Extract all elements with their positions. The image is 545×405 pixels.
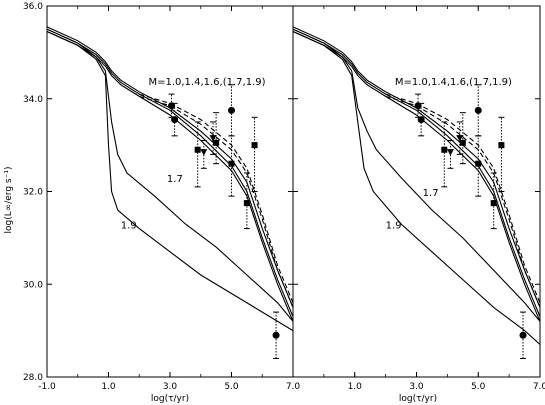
data-point-circle [168, 102, 176, 110]
x-tick-label: 3.0 [409, 382, 424, 392]
curve-annotation: M=1.0,1.4,1.6,(1.7,1.9) [148, 77, 265, 88]
y-tick-label: 30.0 [23, 280, 43, 290]
data-point-circle [171, 116, 179, 124]
data-point-square [251, 142, 258, 149]
series-line-3 [385, 93, 540, 304]
data-point-square [228, 160, 235, 167]
series-line-1-9 [293, 30, 540, 345]
data-point-circle [414, 102, 422, 110]
x-tick-label: 7.0 [286, 382, 301, 392]
series-group [47, 26, 293, 332]
series-line-1 [47, 28, 293, 317]
data-point-square [459, 139, 466, 146]
right-panel: 1.0 3.0 5.0 7.0 M=1.0,1.4,1.6,(1.7,1.9) 1.7 1.… [292, 5, 545, 392]
series-line-1-7 [293, 28, 540, 322]
series-line-1 [293, 28, 540, 317]
data-point-square [490, 200, 497, 207]
curve-annotation: 1.9 [386, 221, 402, 232]
curve-annotation: 1.9 [121, 221, 137, 232]
x-axis-title-left: log(τ/yr) [151, 394, 189, 404]
data-point-square [441, 146, 448, 153]
data-point-triangle [456, 135, 464, 142]
data-point-square [243, 200, 250, 207]
data-point-square [498, 142, 505, 149]
x-tick-label: 1.0 [101, 382, 116, 392]
data-point-square [194, 146, 201, 153]
series-line-4 [385, 95, 540, 308]
x-tick-label: 1.0 [348, 382, 363, 392]
data-point-circle [228, 106, 235, 114]
y-axis-title: log(L∞/erg s⁻¹) [4, 167, 14, 234]
series-line-4 [139, 95, 293, 308]
x-tick-label: -1.0 [38, 382, 56, 392]
x-tick-label: 7.0 [533, 382, 545, 392]
series-line-1-7 [47, 28, 293, 322]
series-group [293, 26, 540, 345]
y-tick-label: 28.0 [23, 373, 43, 383]
x-axis-title-right: log(τ/yr) [399, 394, 437, 404]
data-point-square [475, 160, 482, 167]
x-tick-label: 5.0 [224, 382, 239, 392]
data-point-circle [272, 331, 280, 339]
curve-annotation: 1.7 [167, 174, 183, 185]
curve-annotation: M=1.0,1.4,1.6,(1.7,1.9) [395, 77, 512, 88]
data-point-circle [417, 116, 425, 124]
x-tick-label: 3.0 [163, 382, 178, 392]
data-point-square [213, 139, 220, 146]
series-line-1-9 [47, 30, 293, 332]
data-point-triangle [209, 135, 217, 142]
data-point-circle [519, 331, 527, 339]
series-line-3 [139, 93, 293, 304]
curve-annotation: 1.7 [423, 188, 439, 199]
data-point-triangle [446, 149, 454, 156]
y-tick-label: 32.0 [23, 188, 43, 198]
series-line-0 [293, 26, 540, 308]
y-tick-label: 34.0 [23, 95, 43, 105]
y-tick-label: 36.0 [23, 2, 43, 12]
series-line-0 [47, 26, 293, 308]
data-point-triangle [200, 149, 208, 156]
left-panel: -1.0 1.0 3.0 5.0 7.0 28.0 30.0 32.0 34.0 36.0 M=1.… [23, 2, 300, 392]
series-line-2 [293, 30, 540, 322]
x-tick-label: 5.0 [471, 382, 486, 392]
data-point-circle [474, 106, 482, 114]
